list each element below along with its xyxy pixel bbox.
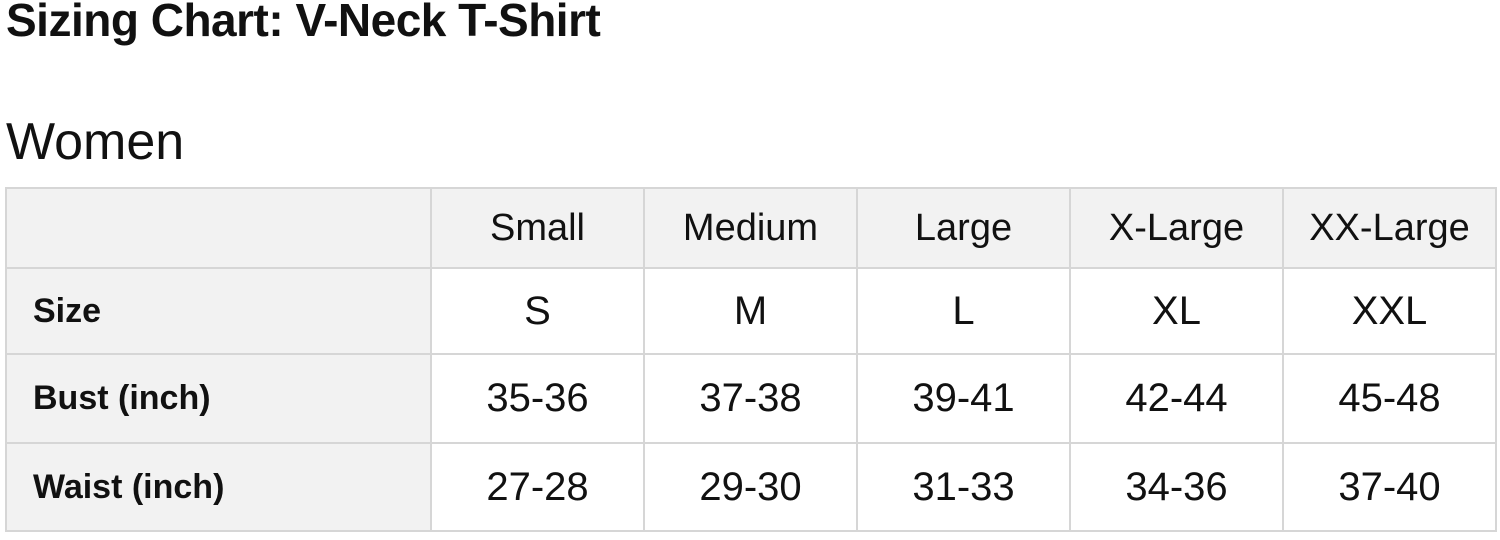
table-row-bust: Bust (inch) 35-36 37-38 39-41 42-44 45-4… <box>5 353 1497 444</box>
row-label-size: Size <box>5 267 432 355</box>
cell-waist-medium: 29-30 <box>643 442 858 532</box>
table-header-row: Small Medium Large X-Large XX-Large <box>5 187 1497 269</box>
table-row-waist: Waist (inch) 27-28 29-30 31-33 34-36 37-… <box>5 442 1497 532</box>
cell-bust-xx-large: 45-48 <box>1282 353 1497 444</box>
cell-size-xx-large: XXL <box>1282 267 1497 355</box>
row-label-bust: Bust (inch) <box>5 353 432 444</box>
page-title: Sizing Chart: V-Neck T-Shirt <box>6 0 601 46</box>
corner-cell <box>5 187 432 269</box>
column-header-x-large: X-Large <box>1069 187 1284 269</box>
cell-waist-small: 27-28 <box>430 442 645 532</box>
column-header-medium: Medium <box>643 187 858 269</box>
section-title-women: Women <box>6 113 185 171</box>
row-label-waist: Waist (inch) <box>5 442 432 532</box>
cell-size-small: S <box>430 267 645 355</box>
sizing-table: Small Medium Large X-Large XX-Large Size… <box>5 187 1497 532</box>
cell-waist-large: 31-33 <box>856 442 1071 532</box>
cell-size-medium: M <box>643 267 858 355</box>
column-header-xx-large: XX-Large <box>1282 187 1497 269</box>
cell-waist-xx-large: 37-40 <box>1282 442 1497 532</box>
cell-size-x-large: XL <box>1069 267 1284 355</box>
cell-size-large: L <box>856 267 1071 355</box>
cell-bust-small: 35-36 <box>430 353 645 444</box>
cell-bust-x-large: 42-44 <box>1069 353 1284 444</box>
table-row-size: Size S M L XL XXL <box>5 267 1497 355</box>
cell-bust-medium: 37-38 <box>643 353 858 444</box>
cell-bust-large: 39-41 <box>856 353 1071 444</box>
cell-waist-x-large: 34-36 <box>1069 442 1284 532</box>
column-header-small: Small <box>430 187 645 269</box>
column-header-large: Large <box>856 187 1071 269</box>
